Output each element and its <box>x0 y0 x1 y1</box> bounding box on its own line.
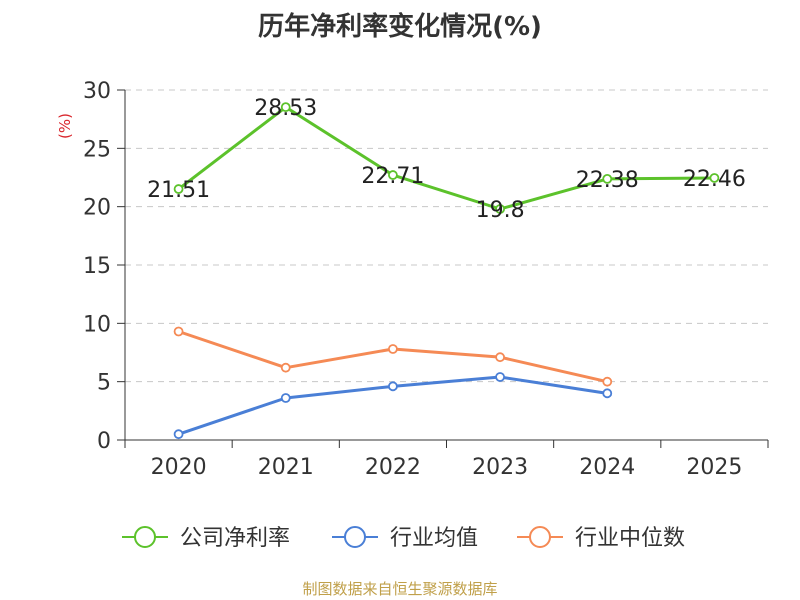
x-tick-label: 2020 <box>151 455 207 480</box>
legend-label: 公司净利率 <box>180 526 290 551</box>
data-point <box>173 184 184 194</box>
data-point <box>495 352 505 363</box>
y-tick-label: 30 <box>83 79 111 104</box>
y-tick-label: 5 <box>97 371 111 396</box>
chart-title: 历年净利率变化情况(%) <box>258 12 542 42</box>
source-note: 制图数据来自恒生聚源数据库 <box>302 580 498 598</box>
y-tick-label: 0 <box>97 429 111 454</box>
data-point <box>495 372 505 382</box>
series-line <box>177 105 715 211</box>
data-label: 21.51 <box>147 178 210 203</box>
series-line <box>178 330 608 384</box>
data-point <box>602 388 613 399</box>
data-point <box>173 326 184 337</box>
data-point <box>388 344 398 354</box>
data-label: 28.53 <box>254 96 317 121</box>
legend-label: 行业均值 <box>390 526 478 551</box>
y-tick-label: 25 <box>83 137 111 162</box>
data-point <box>388 381 398 392</box>
legend-marker <box>529 526 551 548</box>
data-label: 22.46 <box>683 167 746 192</box>
legend-marker <box>134 526 156 548</box>
x-tick-label: 2022 <box>365 455 421 480</box>
data-point <box>173 429 184 440</box>
legend-label: 行业中位数 <box>575 526 685 551</box>
data-label: 22.38 <box>576 168 639 193</box>
data-point <box>388 170 398 180</box>
data-point <box>602 376 613 387</box>
data-label: 22.71 <box>361 164 424 189</box>
x-tick-label: 2021 <box>258 455 314 480</box>
data-point <box>495 204 505 214</box>
data-point <box>280 393 291 403</box>
data-point <box>280 102 291 113</box>
x-tick-label: 2023 <box>472 455 528 480</box>
x-tick-label: 2024 <box>579 455 635 480</box>
y-tick-label: 20 <box>83 196 111 221</box>
data-point <box>602 173 613 184</box>
data-point <box>280 362 291 373</box>
x-tick-label: 2025 <box>686 455 742 480</box>
y-tick-label: 15 <box>83 254 111 279</box>
legend-marker <box>344 526 366 548</box>
data-point <box>709 173 720 183</box>
y-axis-label: (%) <box>56 113 74 139</box>
y-tick-label: 10 <box>83 312 111 337</box>
data-label: 19.8 <box>476 198 525 223</box>
